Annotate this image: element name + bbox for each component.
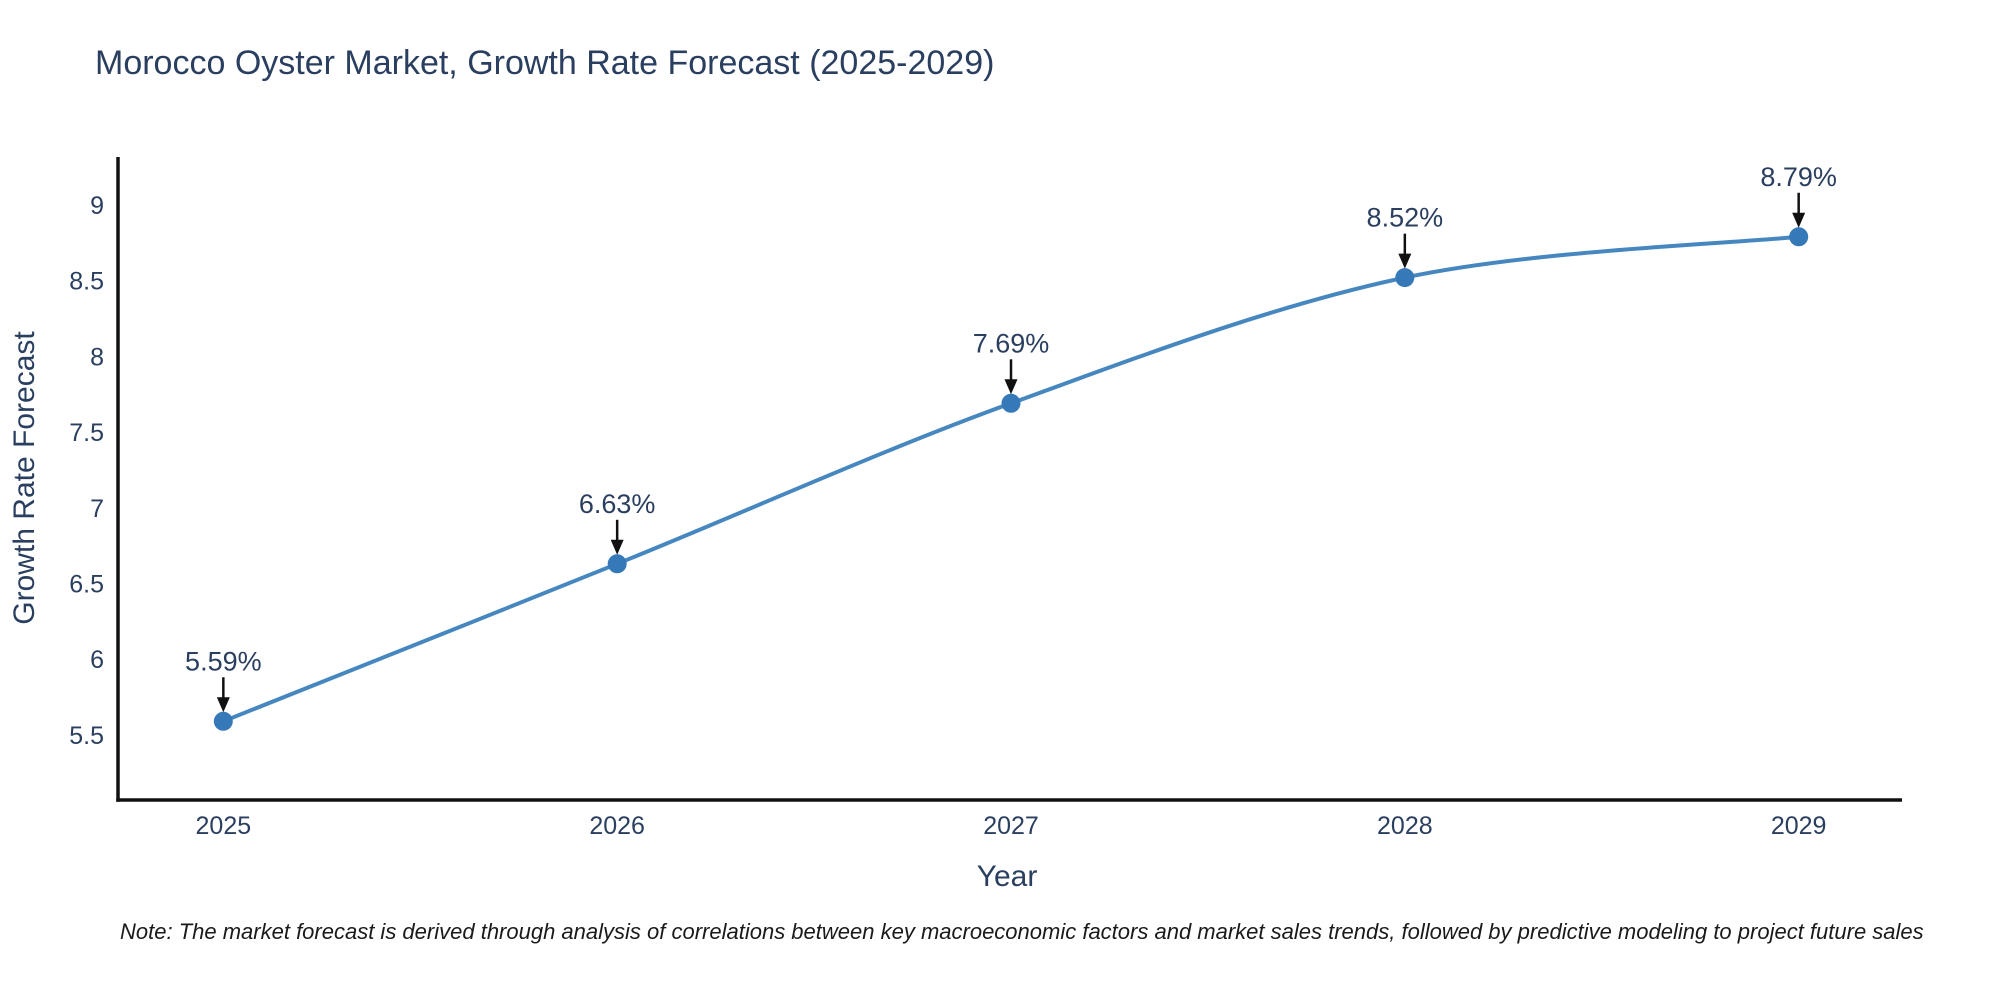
annotation-arrow-head [1004,379,1018,395]
annotation-arrow-head [610,539,624,555]
data-point-label: 7.69% [973,328,1050,358]
axes [116,157,1902,802]
data-point-label: 8.52% [1367,203,1444,233]
x-tick-label: 2027 [983,812,1039,840]
x-tick-labels: 2025 2026 2027 2028 2029 [196,812,1827,840]
x-tick-label: 2029 [1771,812,1827,840]
x-axis-title: Year [977,860,1038,893]
y-tick-label: 8.5 [69,268,104,296]
data-point-marker [1789,227,1809,247]
y-tick-label: 8 [90,343,104,371]
chart-title: Morocco Oyster Market, Growth Rate Forec… [95,44,994,82]
y-tick-label: 6 [90,646,104,674]
data-point-marker [1395,268,1415,288]
x-tick-label: 2025 [196,812,252,840]
data-point-label: 6.63% [579,489,656,519]
data-point-marker [1001,393,1021,413]
y-tick-label: 5.5 [69,722,104,750]
y-tick-labels: 5.5 6 6.5 7 7.5 8 8.5 9 [69,192,104,750]
annotation-arrow-head [1398,253,1412,269]
annotation-arrow-head [1792,212,1806,228]
data-point-marker [607,554,627,574]
series-line [222,234,1799,724]
x-tick-label: 2028 [1377,812,1433,840]
point-annotations: 5.59% 6.63% 7.69% 8.52% 8.79% [185,162,1837,713]
y-axis-title: Growth Rate Forecast [8,331,41,625]
data-point-label: 5.59% [185,646,262,676]
y-tick-label: 6.5 [69,570,104,598]
y-tick-label: 7 [90,495,104,523]
x-tick-label: 2026 [589,812,645,840]
y-tick-label: 9 [90,192,104,220]
series-growth-rate [213,227,1809,731]
data-point-marker [213,711,233,731]
annotation-arrow-head [216,697,230,713]
data-point-label: 8.79% [1760,162,1837,192]
footnote: Note: The market forecast is derived thr… [120,919,1924,944]
y-tick-label: 7.5 [69,419,104,447]
